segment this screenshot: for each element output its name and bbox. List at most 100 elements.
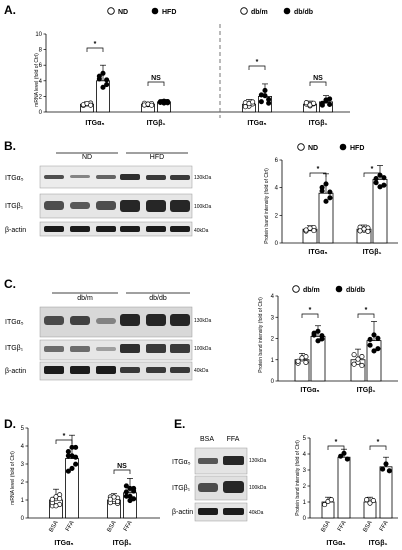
data-point (107, 496, 113, 502)
data-point (351, 361, 357, 367)
blot-e-row-itgb1: ITGβ₁ (172, 485, 191, 492)
data-point (311, 330, 317, 336)
y-tick-label: 0 (21, 516, 25, 522)
legend-label-dbdb: db/db (294, 9, 313, 16)
legend-marker-hfd (151, 7, 159, 15)
blot-c-group-dbm: db/m (77, 295, 93, 302)
significance-star: * (377, 439, 380, 446)
data-point (380, 466, 386, 472)
data-point (357, 228, 363, 234)
data-point (115, 498, 121, 505)
y-tick-label: 2 (21, 480, 25, 486)
data-point (100, 84, 106, 90)
data-point (165, 99, 171, 105)
chart-c: 0 1 2 3 4 * * (271, 294, 398, 385)
legend-c-marker-dbm (292, 285, 300, 293)
data-point (328, 497, 334, 503)
blot-e-kda-40: 40kDa (249, 510, 264, 516)
legend-c-label-dbm: db/m (303, 287, 320, 294)
significance-bracket (369, 445, 387, 450)
significance-star: * (335, 439, 338, 446)
panel-label-d: D. (4, 417, 16, 431)
blot-b-kda-130: 130kDa (194, 175, 211, 181)
significance-bracket (309, 172, 327, 177)
blot-c-kda-40: 40kDa (194, 368, 209, 374)
y-tick-label: 4 (275, 186, 279, 192)
blot-e-kda-100: 100kDa (249, 485, 266, 491)
x-group-d-itga5: ITGα₅ (54, 540, 73, 547)
data-point (381, 175, 387, 181)
data-point (295, 358, 301, 364)
y-tick-label: 4 (271, 294, 275, 300)
significance-ns: NS (117, 463, 127, 470)
significance-bracket (309, 81, 327, 86)
legend-b-marker-nd (297, 143, 305, 151)
data-point (365, 228, 371, 234)
western-blot-e: BSA FFA ITGα₅ ITGβ₁ β-actin 130kDa 100kD… (172, 436, 266, 522)
blot-b-row-itga5: ITGα₅ (5, 175, 24, 182)
data-point (258, 99, 264, 105)
data-point (303, 359, 309, 365)
blot-c-row-actin: β-actin (5, 368, 26, 375)
data-point (65, 449, 71, 455)
significance-ns: NS (313, 75, 323, 82)
significance-bracket (248, 65, 266, 70)
bar-category-label: FFA (65, 520, 76, 533)
y-tick-label: 2 (39, 94, 43, 100)
data-point (65, 468, 71, 474)
data-point (262, 87, 268, 93)
data-point (359, 362, 365, 369)
bar-category-label: BSA (107, 520, 118, 533)
x-group-b-itga5: ITGα₅ (308, 249, 327, 256)
data-point (370, 498, 376, 504)
x-group-c-itgb1: ITGβ₁ (357, 387, 376, 394)
x-group-a-itgb1-db: ITGβ₁ (309, 120, 328, 127)
significance-star: * (365, 307, 368, 314)
western-blot-b: ND HFD ITGα₅ ITGβ₁ β-actin 130kDa 100kDa… (5, 152, 211, 237)
data-point (73, 444, 79, 450)
data-point (373, 180, 379, 186)
data-point (111, 494, 117, 500)
data-point (69, 453, 75, 459)
blot-e-row-itga5: ITGα₅ (172, 459, 191, 466)
legend-c-label-dbdb: db/db (346, 287, 365, 294)
x-group-a-itga5-db: ITGα₅ (247, 120, 266, 127)
data-point (100, 70, 106, 76)
legend-label-nd: ND (118, 9, 128, 16)
y-axis-title-e: Protein band intensity (fold of Ctrl) (295, 440, 301, 516)
legend-b-marker-hfd (339, 143, 347, 151)
y-tick-label: 0 (39, 110, 43, 116)
data-point (377, 184, 383, 190)
x-group-a-itgb1: ITGβ₁ (147, 120, 166, 127)
data-point (338, 453, 344, 459)
data-point (242, 104, 248, 110)
blot-c-group-dbdb: db/db (149, 295, 167, 302)
data-point (250, 99, 256, 105)
data-point (367, 500, 373, 506)
data-point (69, 465, 75, 471)
y-tick-label: 1 (21, 498, 25, 504)
blot-b-kda-40: 40kDa (194, 228, 209, 234)
y-tick-label: 4 (39, 79, 43, 85)
y-tick-label: 3 (303, 468, 307, 474)
y-tick-label: 8 (39, 48, 43, 54)
panel-label-b: B. (4, 139, 16, 153)
data-point (355, 356, 361, 362)
data-point (364, 497, 370, 503)
y-tick-label: 5 (21, 426, 25, 432)
data-point (53, 503, 59, 509)
data-point (104, 77, 110, 83)
data-point (123, 489, 129, 495)
data-point (359, 354, 365, 360)
blot-e-kda-130: 130kDa (249, 458, 266, 464)
y-tick-label: 6 (275, 158, 279, 164)
bar-category-label: BSA (321, 520, 332, 533)
data-point (127, 493, 133, 499)
x-group-a-itga5: ITGα₅ (85, 120, 104, 127)
data-point (303, 100, 309, 106)
data-point (322, 502, 328, 508)
blot-b-row-actin: β-actin (5, 227, 26, 234)
chart-b: 0 2 4 6 * * (275, 158, 398, 247)
y-axis-title-d: mRNA level (fold of Ctrl) (10, 451, 16, 505)
chart-a: 0 2 4 6 8 10 * NS * NS (35, 32, 350, 116)
